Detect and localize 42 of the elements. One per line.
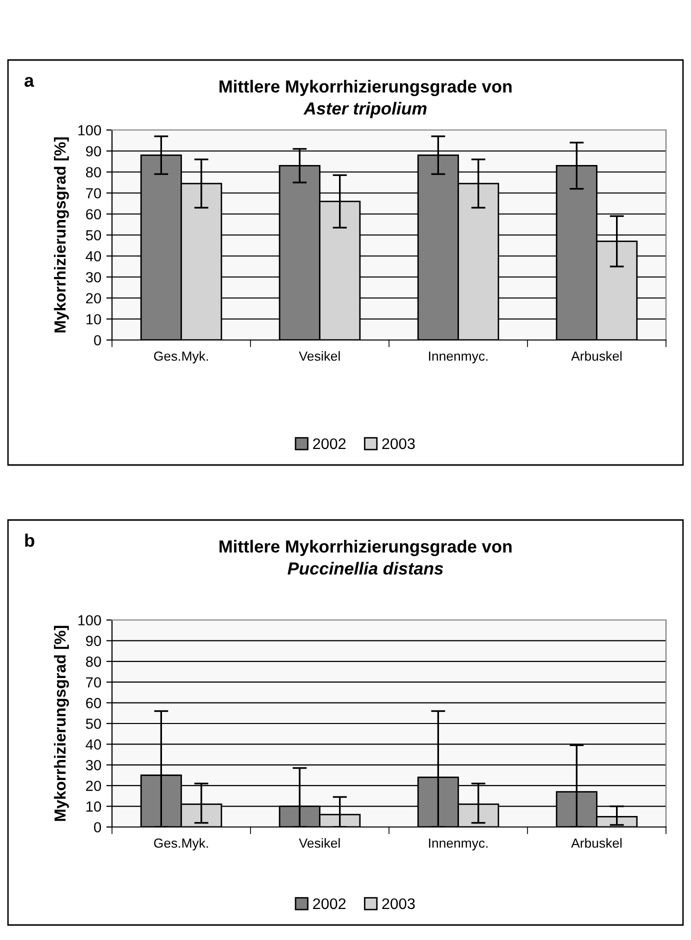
chart-title: Mittlere Mykorrhizierungsgrade von bbox=[220, 540, 512, 556]
y-tick-label: 40 bbox=[86, 251, 102, 262]
y-tick-label: 50 bbox=[86, 230, 102, 240]
y-tick-label: 40 bbox=[86, 739, 102, 750]
y-axis-title: Mykorrhizierungsgrad [%] bbox=[54, 626, 69, 821]
x-tick-label: Ges.Myk. bbox=[154, 351, 208, 364]
y-tick-label: 30 bbox=[86, 760, 102, 770]
y-axis-title: Mykorrhizierungsgrad [%] bbox=[54, 137, 69, 332]
y-tick-label: 60 bbox=[86, 698, 102, 708]
x-tick-label: Arbuskel bbox=[571, 351, 622, 361]
y-tick-label: 80 bbox=[86, 656, 102, 667]
chart-title: Mittlere Mykorrhizierungsgrade von bbox=[220, 80, 512, 96]
chart-subtitle: Aster tripolium bbox=[303, 102, 427, 118]
legend-label: 2003 bbox=[382, 898, 415, 910]
y-tick-label: 0 bbox=[94, 335, 102, 346]
y-tick-label: 50 bbox=[86, 718, 102, 729]
text: b bbox=[25, 534, 34, 547]
x-tick-label: Vesikel bbox=[298, 351, 340, 361]
x-tick-label: Arbuskel bbox=[571, 838, 622, 848]
chart-subtitle: Puccinellia distans bbox=[288, 562, 444, 575]
x-tick-label: Innenmyc. bbox=[429, 352, 488, 364]
y-tick-label: 60 bbox=[86, 209, 102, 220]
y-tick-label: 30 bbox=[86, 272, 102, 282]
legend-label: 2002 bbox=[313, 438, 346, 450]
y-tick-label: 20 bbox=[86, 293, 102, 304]
y-tick-label: 0 bbox=[94, 822, 102, 832]
y-tick-label: 100 bbox=[78, 125, 102, 136]
y-tick-label: 70 bbox=[86, 188, 102, 198]
y-tick-label: 90 bbox=[86, 146, 102, 156]
x-tick-label: Vesikel bbox=[298, 838, 340, 848]
y-tick-label: 70 bbox=[86, 677, 102, 688]
legend-label: 2002 bbox=[313, 898, 346, 910]
y-tick-label: 80 bbox=[86, 167, 102, 178]
y-tick-label: 90 bbox=[86, 636, 102, 646]
text: a bbox=[24, 76, 34, 87]
legend-label: 2003 bbox=[382, 438, 415, 450]
x-tick-label: Innenmyc. bbox=[429, 838, 488, 850]
y-tick-label: 10 bbox=[86, 314, 102, 324]
y-tick-label: 20 bbox=[86, 780, 102, 792]
y-tick-label: 10 bbox=[86, 801, 102, 812]
y-tick-label: 100 bbox=[78, 615, 102, 626]
x-tick-label: Ges.Myk. bbox=[154, 838, 208, 850]
